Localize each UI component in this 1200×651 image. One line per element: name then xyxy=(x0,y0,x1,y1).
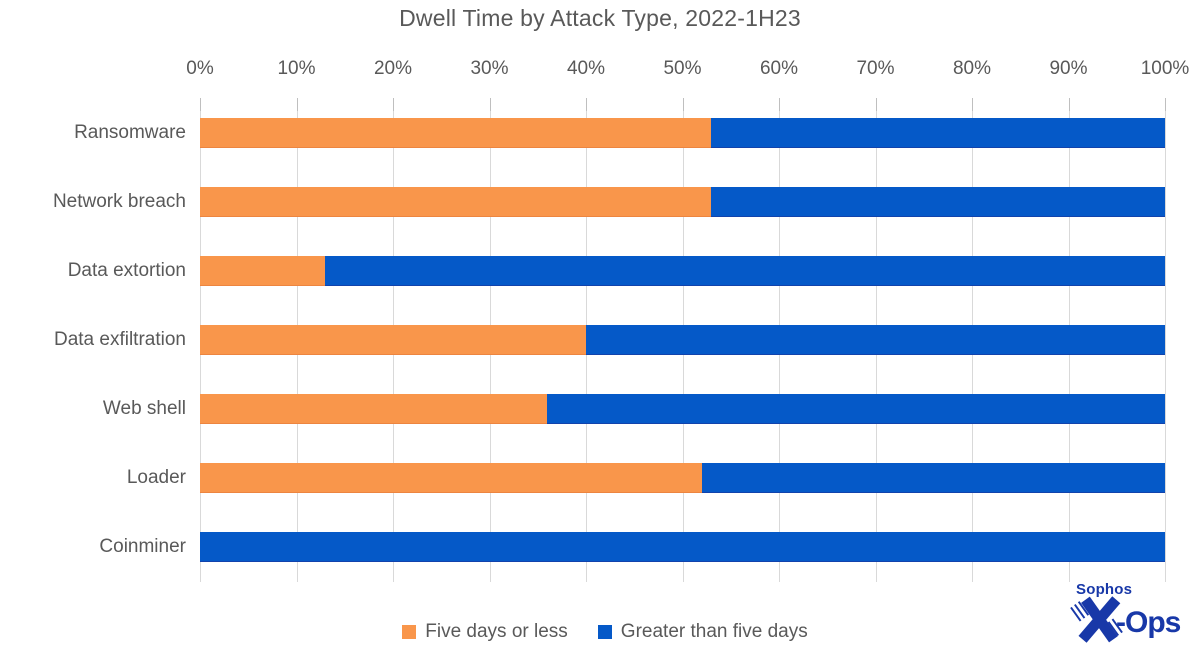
x-axis-tick-label: 30% xyxy=(470,58,509,79)
x-axis: 0% 10% 20% 30% 40% 50% 60% 70% 80% 90% 100% xyxy=(186,56,1189,82)
axis-tickmark xyxy=(1068,98,1070,111)
bar-segment xyxy=(200,186,712,217)
chart-title: Dwell Time by Attack Type, 2022-1H23 xyxy=(399,5,801,31)
x-axis-tick-label: 10% xyxy=(277,58,316,79)
legend: Five days or less Greater than five days xyxy=(10,621,1200,643)
gridline xyxy=(1165,98,1166,582)
axis-tickmark xyxy=(682,98,684,111)
bar-row: Loader xyxy=(127,444,1165,513)
category-label: Ransomware xyxy=(74,121,186,143)
x-axis-tick-label: 100% xyxy=(1140,58,1190,79)
x-axis-tick-label: 0% xyxy=(186,58,214,79)
stacked-bar xyxy=(200,394,1165,425)
legend-swatch xyxy=(402,625,417,639)
bar-row: Network breach xyxy=(53,167,1165,236)
bar-segment xyxy=(701,463,1165,494)
category-label: Data exfiltration xyxy=(53,328,186,350)
x-axis-tick-label: 80% xyxy=(952,58,992,79)
axis-tickmark xyxy=(1165,98,1166,111)
legend-item: Five days or less xyxy=(402,621,568,643)
bar-segment xyxy=(200,394,548,425)
bar-row: Coinminer xyxy=(99,513,1165,582)
x-axis-tick-label: 20% xyxy=(373,58,413,79)
stacked-bar xyxy=(200,186,1165,217)
stacked-bar xyxy=(200,532,1165,563)
category-label: Web shell xyxy=(102,398,186,420)
bar-row: Data exfiltration xyxy=(54,305,1165,374)
sophos-xops-logo: Sophos -Ops xyxy=(1070,581,1186,649)
axis-tickmark xyxy=(586,98,587,111)
bar-row: Data extortion xyxy=(68,236,1165,305)
stacked-bar xyxy=(200,324,1165,355)
plot-area: Ransomware Network breach Data extortion Da… xyxy=(53,98,1166,582)
stacked-bar xyxy=(200,463,1165,494)
axis-tickmark xyxy=(489,98,491,111)
logo-suffix-text: -Ops xyxy=(1116,605,1181,639)
category-label: Data extortion xyxy=(67,259,186,281)
bar-row: Web shell xyxy=(103,375,1165,444)
bar-segment xyxy=(547,394,1165,425)
bar-row: Ransomware xyxy=(74,98,1165,167)
legend-label: Five days or less xyxy=(425,621,568,642)
bar-segment xyxy=(325,255,1165,286)
legend-item: Greater than five days xyxy=(597,621,808,643)
category-label: Network breach xyxy=(52,190,186,212)
x-axis-tick-label: 40% xyxy=(566,58,606,79)
x-axis-tick-label: 60% xyxy=(759,58,799,79)
x-ops-x-icon xyxy=(1070,596,1124,649)
bar-segment xyxy=(200,324,586,355)
axis-tickmark xyxy=(393,98,394,111)
legend-label: Greater than five days xyxy=(620,621,808,642)
axis-tickmark xyxy=(296,98,298,111)
stacked-bar xyxy=(200,117,1165,148)
stacked-bar xyxy=(200,255,1165,286)
bar-segment xyxy=(200,463,702,494)
axis-tickmark xyxy=(972,98,973,111)
category-label: Coinminer xyxy=(99,536,186,558)
bar-segment xyxy=(711,117,1165,148)
bar-segment xyxy=(711,186,1165,217)
bar-segment xyxy=(200,532,1165,563)
legend-swatch xyxy=(597,625,612,639)
category-label: Loader xyxy=(126,467,186,489)
x-axis-tick-label: 70% xyxy=(856,58,895,79)
axis-tickmark xyxy=(779,98,780,111)
x-axis-tick-label: 90% xyxy=(1049,58,1088,79)
bar-segment xyxy=(586,324,1165,355)
bar-segment xyxy=(200,255,326,286)
axis-tickmark xyxy=(875,98,877,111)
logo-brand-text: Sophos xyxy=(1076,581,1133,598)
axis-tickmark xyxy=(200,98,201,111)
x-axis-tick-label: 50% xyxy=(663,58,702,79)
bar-segment xyxy=(200,117,712,148)
